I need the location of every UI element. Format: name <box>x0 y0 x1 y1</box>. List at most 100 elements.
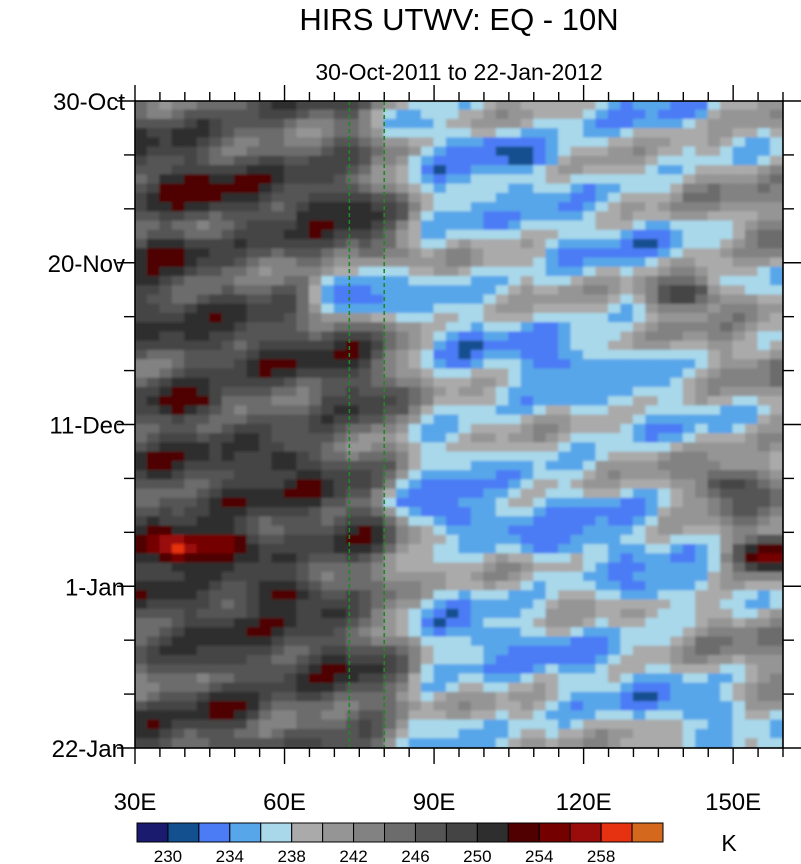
contour-cell <box>520 137 535 148</box>
contour-cell <box>146 507 161 518</box>
contour-cell <box>670 562 684 573</box>
contour-cell <box>283 470 298 481</box>
contour-cell <box>135 507 149 518</box>
contour-cell <box>271 211 286 222</box>
contour-cell <box>458 368 473 379</box>
contour-cell <box>757 248 772 259</box>
contour-cell <box>308 248 323 259</box>
contour-cell <box>520 571 535 583</box>
contour-cell <box>283 396 298 407</box>
contour-cell <box>533 507 547 518</box>
contour-cell <box>620 691 635 703</box>
contour-cell <box>670 618 684 629</box>
contour-cell <box>171 322 186 333</box>
contour-cell <box>283 192 298 204</box>
contour-cell <box>483 470 497 481</box>
contour-cell <box>707 183 722 195</box>
contour-cell <box>670 516 684 527</box>
contour-cell <box>184 331 198 342</box>
contour-cell <box>146 590 161 601</box>
contour-cell <box>321 128 335 139</box>
contour-cell <box>246 155 261 167</box>
contour-cell <box>259 627 273 638</box>
contour-cell <box>445 673 460 684</box>
contour-cell <box>196 442 211 453</box>
contour-cell <box>732 322 747 333</box>
contour-cell <box>371 109 385 121</box>
contour-cell <box>732 386 747 398</box>
contour-cell <box>495 627 510 638</box>
contour-cell <box>321 664 335 675</box>
contour-cell <box>346 460 360 472</box>
contour-cell <box>146 710 161 721</box>
contour-cell <box>707 581 722 592</box>
contour-cell <box>383 534 398 546</box>
contour-cell <box>558 220 572 231</box>
contour-cell <box>159 719 173 731</box>
contour-cell <box>358 525 373 537</box>
contour-cell <box>196 738 211 748</box>
contour-cell <box>184 562 198 573</box>
contour-cell <box>259 146 273 158</box>
contour-cell <box>171 608 186 620</box>
contour-cell <box>308 192 323 204</box>
contour-cell <box>246 396 261 407</box>
contour-cell <box>695 719 709 731</box>
contour-cell <box>433 479 448 490</box>
contour-cell <box>657 636 672 647</box>
contour-cell <box>520 146 535 158</box>
contour-cell <box>271 285 286 296</box>
contour-cell <box>371 507 385 518</box>
contour-cell <box>545 599 560 610</box>
contour-cell <box>221 479 236 490</box>
contour-cell <box>757 386 772 398</box>
contour-cell <box>707 248 722 259</box>
contour-cell <box>234 183 248 195</box>
contour-cell <box>146 349 161 361</box>
contour-cell <box>769 331 783 342</box>
contour-cell <box>171 377 186 389</box>
contour-cell <box>458 479 473 490</box>
contour-cell <box>533 109 547 121</box>
contour-cell <box>570 386 585 398</box>
contour-cell <box>346 248 360 259</box>
contour-cell <box>259 303 273 315</box>
contour-cell <box>333 497 348 509</box>
contour-cell <box>470 349 485 361</box>
contour-cell <box>445 636 460 647</box>
contour-cell <box>670 359 684 370</box>
contour-cell <box>495 128 510 139</box>
contour-cell <box>333 340 348 352</box>
contour-cell <box>308 146 323 158</box>
contour-cell <box>745 664 759 675</box>
contour-cell <box>458 377 473 389</box>
contour-cell <box>757 109 772 121</box>
contour-cell <box>135 442 149 453</box>
contour-cell <box>595 128 610 139</box>
contour-cell <box>135 488 149 500</box>
contour-cell <box>769 248 783 259</box>
contour-cell <box>533 451 547 463</box>
contour-cell <box>271 202 286 213</box>
contour-cell <box>682 137 697 148</box>
contour-cell <box>769 719 783 731</box>
contour-cell <box>246 266 261 278</box>
contour-cell <box>259 738 273 748</box>
contour-cell <box>421 470 435 481</box>
contour-cell <box>495 285 510 296</box>
contour-cell <box>445 257 460 268</box>
contour-cell <box>296 590 311 601</box>
contour-cell <box>445 710 460 721</box>
contour-cell <box>445 109 460 121</box>
contour-cell <box>670 738 684 748</box>
contour-cell <box>483 544 497 555</box>
contour-cell <box>383 101 398 111</box>
contour-cell <box>396 414 410 426</box>
contour-cell <box>408 211 423 222</box>
contour-cell <box>445 312 460 324</box>
contour-cell <box>209 460 223 472</box>
contour-cell <box>371 257 385 268</box>
contour-cell <box>246 664 261 675</box>
contour-cell <box>520 396 535 407</box>
contour-cell <box>470 673 485 684</box>
